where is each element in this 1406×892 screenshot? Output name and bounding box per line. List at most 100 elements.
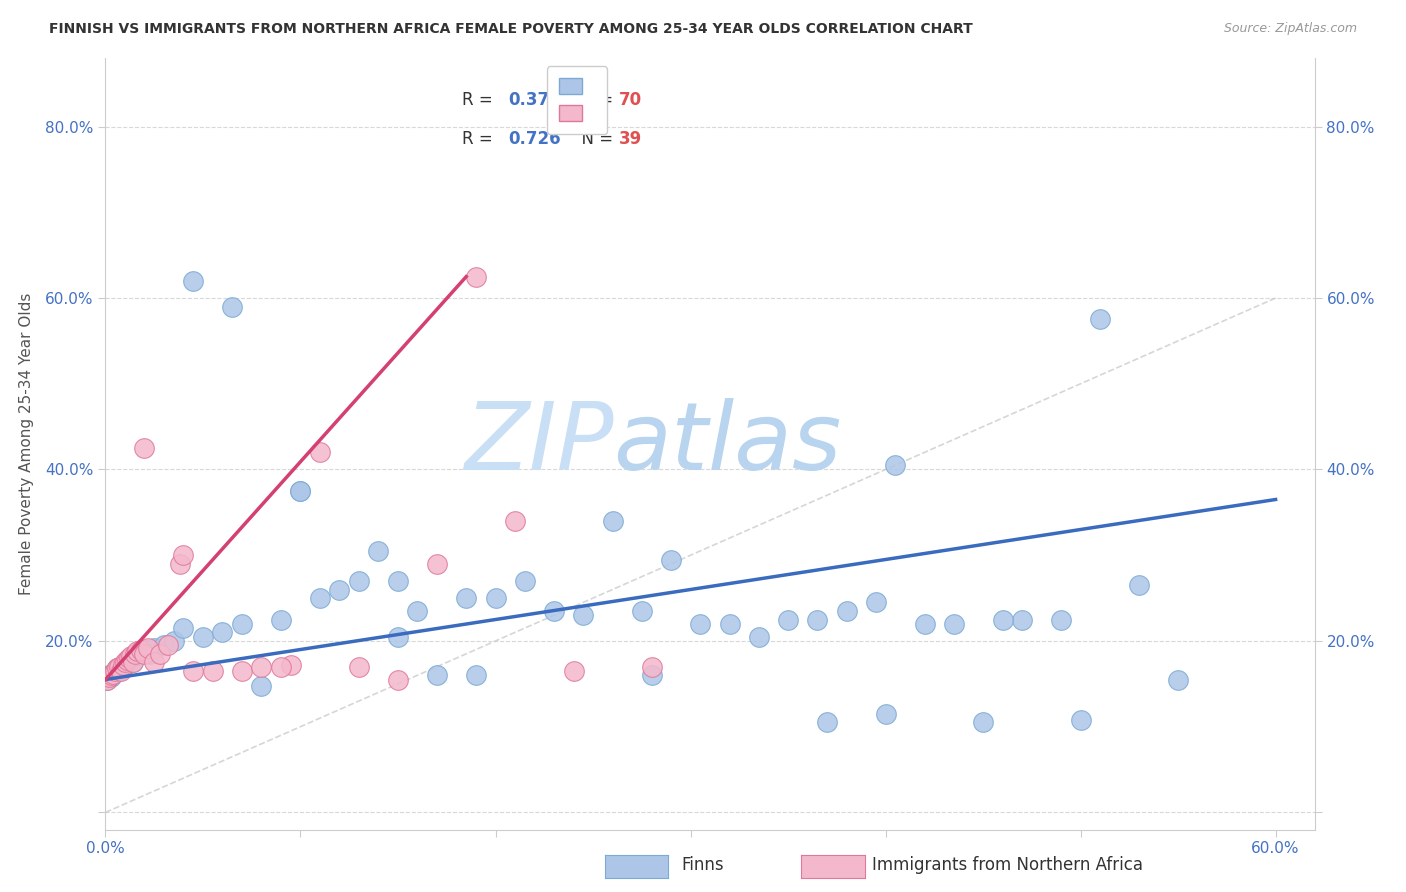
Text: R =: R = [463,130,498,148]
Point [602,514,624,528]
Point [100,668,122,682]
Point [108,664,131,678]
Point [347,659,370,673]
Point [1070,713,1092,727]
Point [640,659,662,673]
Point [426,557,449,571]
Point [108,659,131,673]
Point [689,616,711,631]
Point [104,664,127,678]
Point [153,638,176,652]
Text: 0.726: 0.726 [508,130,561,148]
Point [1128,578,1150,592]
Point [1050,613,1073,627]
Y-axis label: Female Poverty Among 25-34 Year Olds: Female Poverty Among 25-34 Year Olds [20,293,34,595]
Point [135,642,157,657]
Point [172,548,194,562]
Point [387,574,409,588]
Point [250,659,273,673]
Text: Source: ZipAtlas.com: Source: ZipAtlas.com [1223,22,1357,36]
Point [659,552,682,566]
Text: 39: 39 [620,130,643,148]
Point [465,269,488,284]
Point [513,574,536,588]
Point [290,483,312,498]
Text: ZIP: ZIP [464,398,613,490]
Point [718,616,741,631]
Text: R =: R = [463,91,498,110]
Point [121,656,143,670]
Point [169,557,191,571]
Point [865,595,887,609]
Point [139,647,162,661]
Text: Immigrants from Northern Africa: Immigrants from Northern Africa [872,856,1143,874]
Point [290,483,312,498]
Point [572,608,595,623]
Text: atlas: atlas [613,398,842,490]
Point [143,656,166,670]
Point [972,715,994,730]
Point [484,591,506,605]
Point [367,544,389,558]
Point [309,445,332,459]
Point [110,664,132,678]
Point [138,640,160,655]
Point [221,300,243,314]
Point [124,647,146,661]
Text: FINNISH VS IMMIGRANTS FROM NORTHERN AFRICA FEMALE POVERTY AMONG 25-34 YEAR OLDS : FINNISH VS IMMIGRANTS FROM NORTHERN AFRI… [49,22,973,37]
Text: N =: N = [571,130,619,148]
Point [134,647,156,661]
Point [562,664,585,678]
Point [465,668,488,682]
Point [134,441,156,455]
Point [103,666,125,681]
Point [387,673,409,687]
Point [115,653,138,667]
Point [105,661,128,675]
Point [181,274,204,288]
Point [114,656,136,670]
Point [231,616,253,631]
Point [1011,613,1033,627]
Point [387,630,409,644]
Point [914,616,936,631]
Point [748,630,770,644]
Text: N =: N = [571,91,619,110]
Point [121,656,143,670]
Point [96,673,118,687]
Point [120,651,142,665]
Point [163,634,186,648]
Point [328,582,350,597]
Point [104,664,127,678]
Point [503,514,526,528]
Text: 70: 70 [620,91,643,110]
Point [98,668,121,682]
Text: Finns: Finns [682,856,724,874]
Text: 0.379: 0.379 [508,91,561,110]
Point [118,653,141,667]
Point [309,591,332,605]
Point [96,673,118,687]
Point [270,613,292,627]
Point [125,644,148,658]
Point [630,604,652,618]
Point [543,604,565,618]
Point [875,706,897,721]
Point [143,640,166,655]
Point [806,613,828,627]
Point [124,649,146,664]
Point [250,679,273,693]
Point [347,574,370,588]
Point [120,649,142,664]
Point [128,647,150,661]
Point [129,642,152,657]
Point [98,670,121,684]
Point [115,656,138,670]
Point [270,659,292,673]
Point [1088,312,1111,326]
Point [1167,673,1189,687]
Point [149,647,172,661]
Point [426,668,449,682]
Point [640,668,662,682]
Point [110,659,132,673]
